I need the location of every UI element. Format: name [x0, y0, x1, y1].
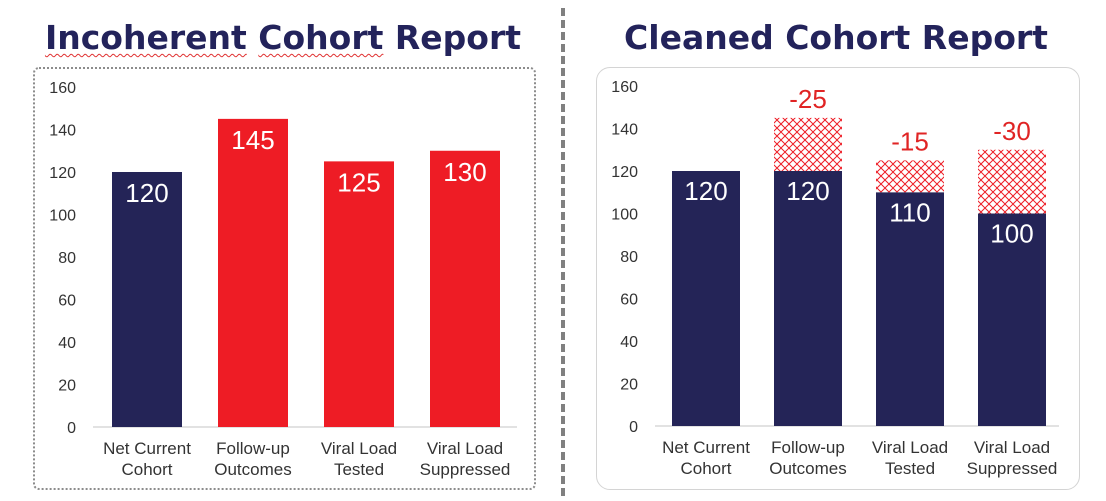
removed-delta-label: -25 — [789, 84, 827, 114]
x-category-label: Viral Load — [872, 438, 948, 457]
y-tick-label: 0 — [67, 420, 76, 437]
x-category-label: Follow-up — [771, 438, 845, 457]
x-category-label: Tested — [885, 459, 935, 478]
incoherent-bar-chart: 0 20 40 60 80 100 120 140 160 120 Net Current Cohor… — [49, 80, 517, 479]
x-category-label: Tested — [334, 460, 384, 479]
x-category-label: Suppressed — [420, 460, 511, 479]
y-tick-label: 60 — [620, 292, 638, 309]
bar-cleaned — [672, 171, 740, 426]
x-category-label: Cohort — [680, 459, 731, 478]
y-tick-label: 60 — [58, 293, 76, 310]
bar-cleaned — [978, 213, 1046, 426]
x-category-label: Cohort — [121, 460, 172, 479]
bar-removed-segment — [876, 160, 944, 193]
removed-delta-label: -30 — [993, 116, 1031, 146]
incoherent-report-title: Incoherent Cohort Report — [0, 14, 566, 62]
y-tick-label: 80 — [620, 249, 638, 266]
x-category-label: Net Current — [662, 438, 750, 457]
bar-removed-segment — [774, 117, 842, 171]
y-tick-label: 40 — [620, 334, 638, 351]
bar-value-label: 120 — [125, 178, 168, 208]
x-category-label: Outcomes — [769, 459, 846, 478]
cleaned-report-title: Cleaned Cohort Report — [624, 18, 1048, 57]
incoherent-chart-panel: 0 20 40 60 80 100 120 140 160 120 Net Current Cohor… — [33, 67, 536, 490]
y-tick-label: 20 — [620, 377, 638, 394]
bar — [430, 150, 500, 427]
x-category-label: Viral Load — [974, 438, 1050, 457]
removed-delta-label: -15 — [891, 126, 929, 156]
y-tick-label: 140 — [49, 123, 76, 140]
title-word-1: Cohort — [258, 18, 384, 57]
x-category-label: Viral Load — [427, 439, 503, 458]
y-tick-label: 100 — [611, 207, 638, 224]
bar-value-label: 125 — [337, 167, 380, 197]
title-word-2: Report — [394, 18, 522, 57]
y-tick-label: 140 — [611, 122, 638, 139]
y-tick-label: 100 — [49, 208, 76, 225]
cleaned-bar-chart: 0 20 40 60 80 100 120 140 160 120 Net Current Cohor… — [611, 79, 1059, 478]
y-tick-label: 120 — [611, 164, 638, 181]
y-tick-label: 80 — [58, 250, 76, 267]
bar — [112, 172, 182, 427]
bar-value-label: 110 — [889, 197, 930, 227]
y-tick-label: 160 — [49, 80, 76, 97]
bar-removed-segment — [978, 149, 1046, 214]
bar-cleaned — [876, 192, 944, 426]
x-category-label: Suppressed — [967, 459, 1058, 478]
bar-value-label: 120 — [684, 176, 727, 206]
bar-cleaned — [774, 171, 842, 426]
panel-divider — [561, 8, 565, 496]
bar-value-label: 100 — [990, 219, 1033, 249]
x-category-label: Follow-up — [216, 439, 290, 458]
y-tick-label: 0 — [629, 419, 638, 436]
x-category-label: Viral Load — [321, 439, 397, 458]
y-tick-label: 40 — [58, 335, 76, 352]
bar-value-label: 145 — [231, 125, 274, 155]
y-tick-label: 160 — [611, 79, 638, 96]
bar-value-label: 130 — [443, 157, 486, 187]
cleaned-chart-panel: 0 20 40 60 80 100 120 140 160 120 Net Current Cohor… — [596, 67, 1080, 490]
bar-value-label: 120 — [786, 176, 829, 206]
bar — [324, 161, 394, 427]
x-category-label: Net Current — [103, 439, 191, 458]
title-word-0: Incoherent — [44, 18, 247, 57]
bar — [218, 118, 288, 427]
x-category-label: Outcomes — [214, 460, 291, 479]
y-tick-label: 20 — [58, 378, 76, 395]
y-tick-label: 120 — [49, 165, 76, 182]
